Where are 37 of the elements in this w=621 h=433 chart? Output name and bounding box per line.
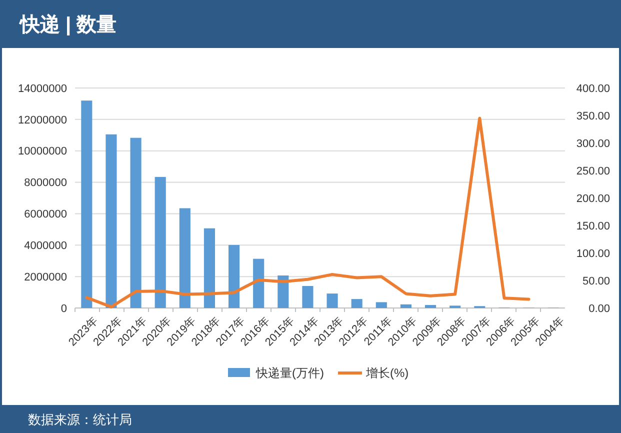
y-tick-label: 2000000 <box>24 271 67 284</box>
y-tick-label: 10000000 <box>18 146 67 158</box>
y-tick-label: 14000000 <box>18 82 67 95</box>
bar <box>179 208 190 308</box>
y-tick-label: 8000000 <box>24 177 67 190</box>
y2-tick-label: 350.00 <box>576 110 610 122</box>
bar <box>425 305 436 308</box>
y-tick-label: 6000000 <box>24 208 67 221</box>
y-tick-label: 4000000 <box>24 240 67 252</box>
bar <box>302 286 314 308</box>
bar <box>106 134 117 308</box>
bar <box>326 294 338 308</box>
line-series <box>85 116 530 308</box>
y2-tick-label: 0.00 <box>588 302 610 315</box>
bar <box>130 138 142 308</box>
y2-tick-label: 100.00 <box>576 248 610 260</box>
y2-tick-label: 250.00 <box>576 165 610 178</box>
bar <box>81 100 92 308</box>
y2-tick-label: 150.00 <box>576 220 610 232</box>
bar <box>278 275 289 308</box>
y2-tick-label: 400.00 <box>576 82 610 95</box>
y2-tick-label: 200.00 <box>576 192 610 205</box>
bar <box>228 244 240 308</box>
bar <box>376 302 387 308</box>
bar <box>154 176 166 308</box>
y-tick-label: 12000000 <box>18 114 67 126</box>
legend-label: 增长(%) <box>365 366 409 380</box>
y-tick-label: 0 <box>60 302 67 315</box>
chart-title: 快递 | 数量 <box>18 13 117 36</box>
y2-tick-label: 300.00 <box>576 138 610 150</box>
bar <box>204 228 215 308</box>
source-note: 数据来源：统计局 <box>28 412 132 427</box>
bar <box>400 304 412 308</box>
bar <box>253 258 264 308</box>
bar <box>351 299 362 308</box>
y2-tick-label: 50.00 <box>582 275 610 288</box>
legend-label: 快递量(万件) <box>255 366 324 380</box>
